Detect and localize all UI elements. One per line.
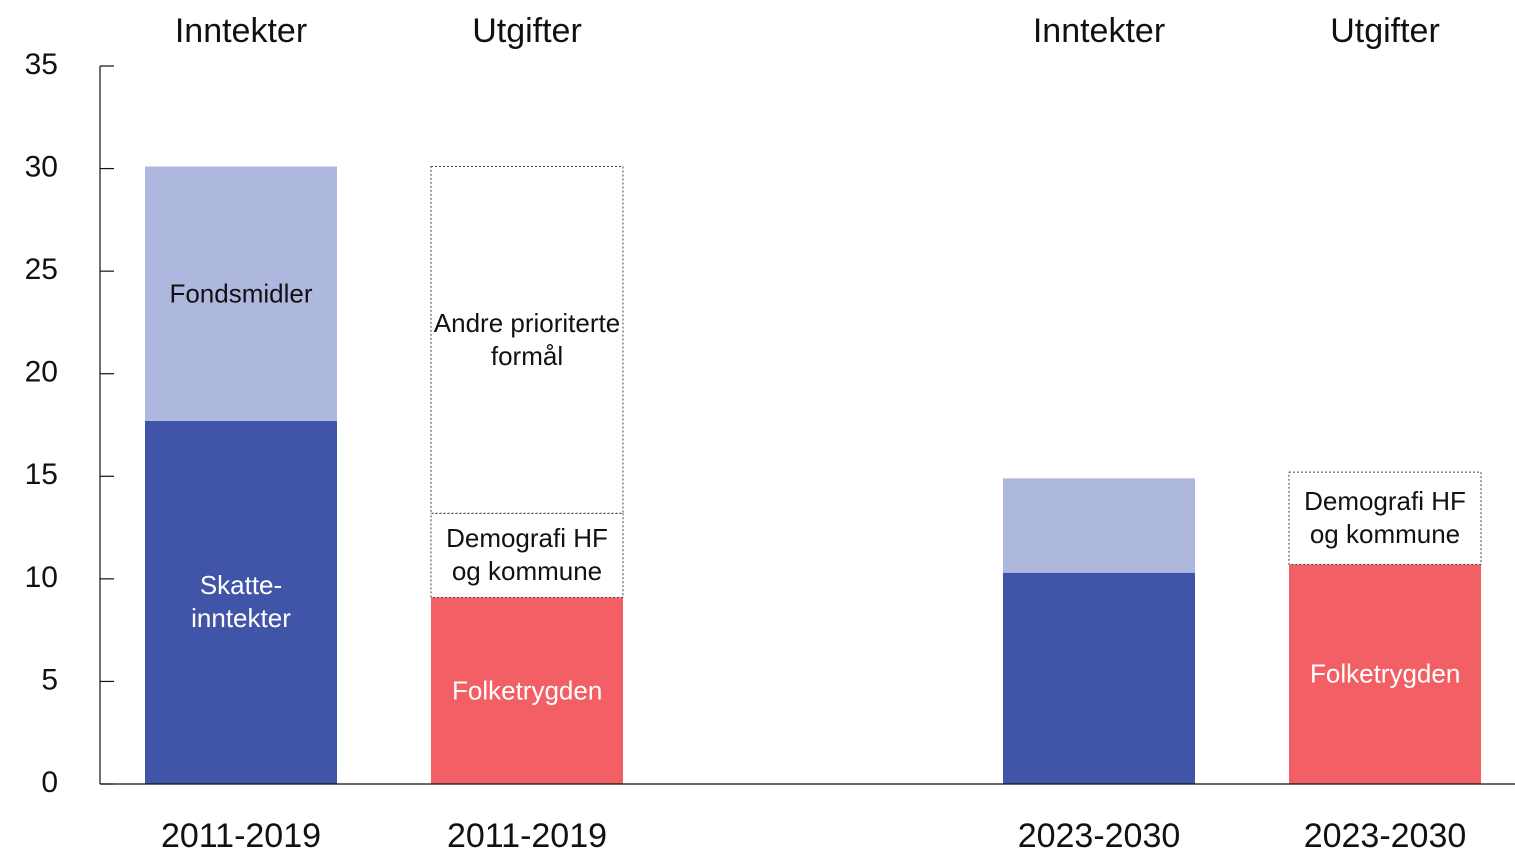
x-tick-label: 2023-2030 bbox=[1018, 817, 1181, 855]
y-tick-label: 30 bbox=[25, 150, 58, 183]
column-title: Utgifter bbox=[1330, 12, 1440, 50]
column-title: Inntekter bbox=[175, 12, 307, 50]
column-title: Inntekter bbox=[1033, 12, 1165, 50]
bar-segment bbox=[430, 166, 624, 514]
segment-label: Demografi HF og kommune bbox=[1304, 486, 1466, 550]
y-tick-label: 25 bbox=[25, 253, 58, 286]
column-title: Utgifter bbox=[472, 12, 582, 50]
bar-segment bbox=[145, 420, 337, 784]
x-tick-label: 2023-2030 bbox=[1304, 817, 1467, 855]
segment-label: Fondsmidler bbox=[169, 278, 313, 309]
bar-segment bbox=[1003, 572, 1195, 784]
y-tick-label: 10 bbox=[25, 561, 58, 594]
y-tick-label: 5 bbox=[41, 663, 58, 696]
segment-label: Andre prioriterte formål bbox=[433, 307, 621, 371]
bar-segment bbox=[431, 597, 623, 784]
bar-segment bbox=[430, 512, 624, 598]
x-tick-label: 2011-2019 bbox=[161, 817, 321, 855]
bar-segment bbox=[145, 166, 337, 421]
segment-label: Skatte-inntekter bbox=[191, 570, 291, 634]
segment-label: Demografi HF og kommune bbox=[446, 523, 608, 587]
bar-segment bbox=[1003, 478, 1195, 573]
segment-label: Folketrygden bbox=[1310, 658, 1461, 689]
y-tick-label: 20 bbox=[25, 356, 58, 389]
y-tick-label: 0 bbox=[41, 766, 58, 799]
bar-segment bbox=[1289, 564, 1481, 784]
x-tick-label: 2011-2019 bbox=[447, 817, 607, 855]
y-tick-label: 35 bbox=[25, 48, 58, 81]
bar-segment bbox=[1288, 471, 1482, 565]
segment-label: Folketrygden bbox=[452, 675, 603, 706]
y-tick-label: 15 bbox=[25, 458, 58, 491]
